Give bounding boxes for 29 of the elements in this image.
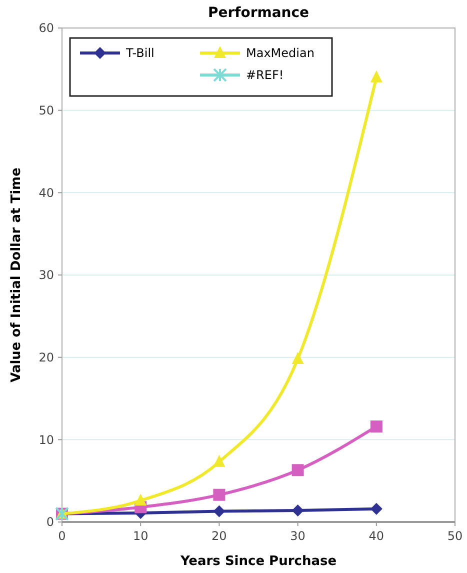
legend-label: MaxMedian [246, 46, 314, 60]
point [370, 502, 382, 515]
point [213, 488, 226, 501]
x-tick-label: 20 [212, 529, 227, 543]
y-tick-label: 60 [38, 21, 54, 36]
x-tick-label: 50 [447, 529, 463, 543]
y-tick-label: 0 [46, 515, 54, 530]
point [370, 420, 382, 432]
x-tick-label: 40 [368, 529, 384, 543]
point [134, 494, 147, 506]
point [292, 464, 304, 476]
point [370, 70, 382, 82]
legend-label: T-Bill [125, 46, 154, 60]
point [292, 504, 304, 516]
point [292, 352, 304, 364]
y-tick-label: 30 [38, 268, 54, 282]
x-tick-label: 30 [290, 529, 306, 543]
y-tick-label: 50 [38, 104, 54, 118]
x-tick-label: 0 [58, 529, 66, 543]
point [213, 454, 226, 467]
x-axis-title: Years Since Purchase [179, 554, 337, 569]
y-axis-title: Value of Initial Dollar at Time [9, 167, 24, 382]
y-tick-label: 40 [38, 186, 54, 200]
x-tick-label: 10 [132, 529, 148, 543]
point [213, 505, 226, 518]
legend-label: #REF! [246, 68, 284, 82]
y-tick-label: 10 [38, 432, 54, 447]
y-tick-label: 20 [38, 350, 54, 365]
chart-title: Performance [208, 5, 310, 21]
